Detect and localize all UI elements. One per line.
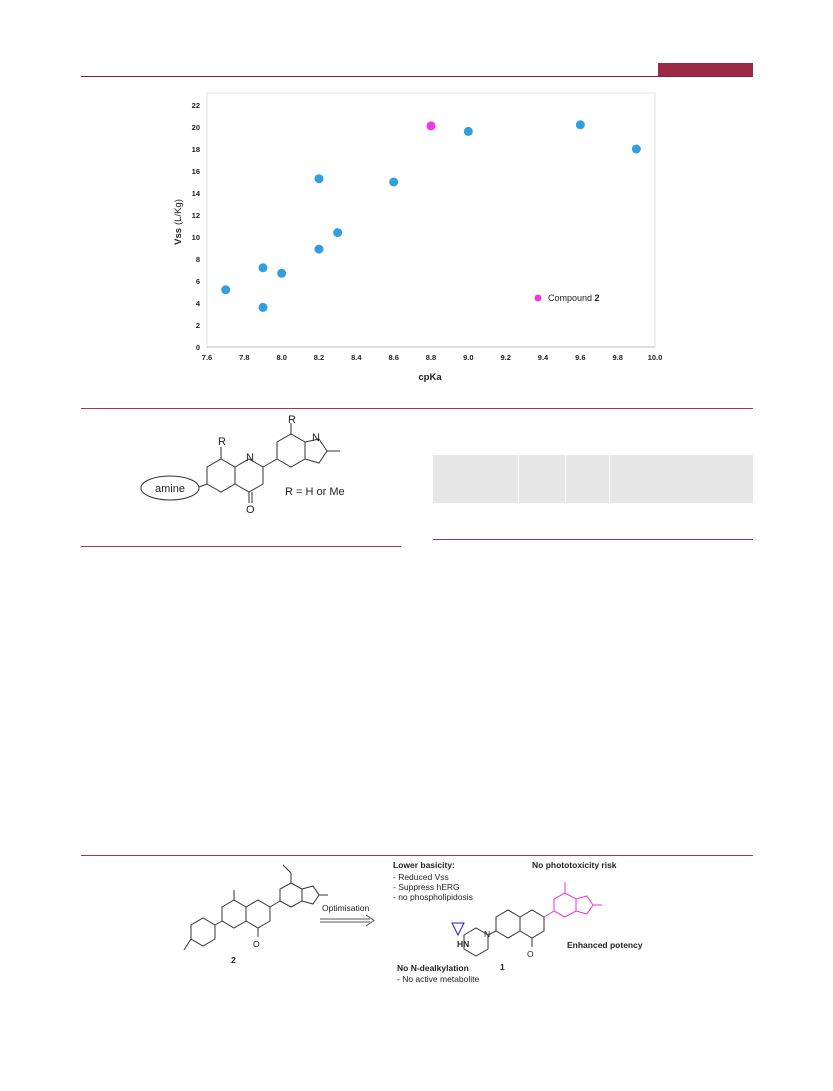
y-tick-label: 10 [192,233,200,242]
lower-basicity-title: Lower basicity: [393,860,455,870]
compound-2-o-label: O [253,939,260,949]
y-axis-title-main: Vss [173,228,184,245]
x-tick-label: 9.2 [500,353,510,362]
y-tick-label: 2 [196,321,200,330]
pyrimidinone-ring [234,458,264,493]
x-tick-label: 7.8 [239,353,249,362]
compound-2-label: 2 [231,955,236,965]
header-accent-tab [658,63,753,77]
data-point [575,120,585,130]
y-tick-label: 20 [192,123,200,132]
y-tick-label: 22 [192,101,200,110]
y-tick-label: 8 [196,255,200,264]
x-tick-label: 9.6 [575,353,585,362]
table-header-block [433,455,753,503]
amine-ellipse [140,475,200,501]
table-divider-3 [609,455,610,503]
data-point [221,285,231,295]
no-phototoxicity-label: No phototoxicity risk [532,860,617,870]
section-rule-3 [433,539,753,540]
section-rule-4 [81,855,753,856]
scatter-chart: 7.6 7.8 8.0 8.2 8.4 8.6 8.8 9.0 9.2 9.4 9.6 9.8 10.0… [173,92,663,383]
y-tick-labels: 0 2 4 6 8 10 12 14 16 18 20 22 [192,101,201,352]
y-tick-label: 4 [196,299,201,308]
amine-label: amine [155,483,185,495]
y-tick-label: 14 [192,189,201,198]
x-axis-title: cpKa [418,372,442,383]
y-tick-label: 6 [196,277,200,286]
compound-1-structure [451,882,602,957]
cyclopropane-ring [451,922,465,937]
x-tick-label: 9.8 [612,353,622,362]
section-rule-2 [81,546,401,547]
x-tick-label: 8.0 [276,353,286,362]
imidazole-ring [304,438,328,464]
scaffold-structure: amine R R O N N R = H or Me [140,415,345,515]
section-rule-1 [81,408,753,409]
compound-2-structure [183,864,328,951]
data-points [221,120,641,312]
pyridine-ring [206,458,236,493]
data-point [258,302,268,312]
hn-label: HN [457,939,469,949]
x-tick-label: 10.0 [648,353,663,362]
x-tick-label: 7.6 [202,353,212,362]
optimisation-arrow [320,914,375,927]
no-dealkylation-title: No N-dealkylation [397,963,469,973]
x-tick-labels: 7.6 7.8 8.0 8.2 8.4 8.6 8.8 9.0 9.2 9.4 9.6 9.8 10.0 [202,353,663,362]
lower-basicity-item-1: - Reduced Vss [393,872,449,882]
data-point [258,263,268,273]
header-rule [81,76,753,77]
compound-1-n-label: N [484,929,490,939]
compound-1-label: 1 [500,962,505,972]
data-point [277,268,287,278]
r-definition: R = H or Me [285,486,345,498]
legend-label-name: Compound [548,293,592,303]
data-point [463,126,473,136]
data-point-compound-2 [426,121,436,131]
lower-basicity-item-2: - Suppress hERG [393,882,460,892]
n-label-1: N [246,452,254,464]
r-label-left: R [218,436,226,448]
x-tick-label: 8.8 [426,353,436,362]
table-divider-1 [518,455,519,503]
y-tick-label: 16 [192,167,200,176]
y-tick-label: 12 [192,211,200,220]
data-point [333,228,343,238]
arrow-label: Optimisation [322,903,370,913]
data-point [314,244,324,254]
pyridazine-ring [276,433,306,468]
n-label-2: N [312,432,320,444]
x-tick-label: 8.6 [388,353,398,362]
table-divider-2 [565,455,566,503]
y-tick-label: 18 [192,145,200,154]
x-tick-label: 8.4 [351,353,362,362]
piperidine-ring [190,917,216,947]
legend-marker-compound-2 [534,294,542,302]
y-axis-title: Vss (L/Kg) [173,199,184,245]
plot-area [206,92,656,348]
data-point [389,177,399,187]
optimisation-scheme: O 2 Optimisation Lower basicity: - Reduc… [183,860,643,984]
spiro-piperazine-ring [463,927,489,957]
r-label-right: R [288,415,296,426]
legend-label-bold: 2 [595,293,600,303]
no-dealkylation-item-1: - No active metabolite [397,974,479,984]
x-tick-label: 9.0 [463,353,473,362]
data-point [314,174,324,184]
enhanced-potency-label: Enhanced potency [567,940,643,950]
compound-1-o-label: O [527,949,534,959]
carbonyl-o-label: O [246,504,255,515]
y-tick-label: 0 [196,343,200,352]
legend: Compound 2 [534,293,600,303]
legend-label: Compound 2 [548,293,600,303]
x-tick-label: 8.2 [314,353,324,362]
y-axis-title-unit: (L/Kg) [173,199,184,225]
data-point [631,144,641,154]
lower-basicity-item-3: - no phospholipidosis [393,892,473,902]
x-tick-label: 9.4 [538,353,549,362]
